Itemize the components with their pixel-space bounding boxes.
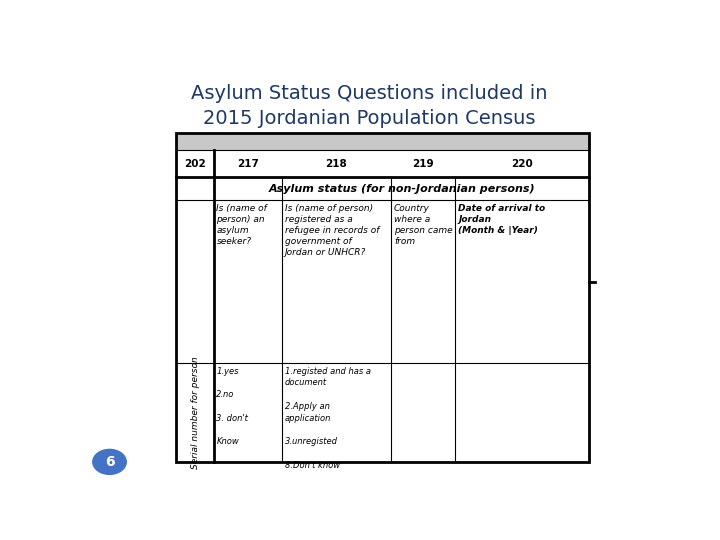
Text: Is (name of
person) an
asylum
seeker?: Is (name of person) an asylum seeker?	[217, 204, 267, 246]
Text: Asylum status (for non-Jordanian persons): Asylum status (for non-Jordanian persons…	[269, 184, 535, 193]
Text: Serial number for person: Serial number for person	[191, 356, 199, 469]
Text: 1.yes

2.no

3. don't

Know: 1.yes 2.no 3. don't Know	[217, 367, 248, 447]
Bar	[176, 150, 590, 462]
Text: 220: 220	[511, 159, 534, 168]
Bar	[176, 133, 590, 462]
Text: Date of arrival to
Jordan
(Month & |Year): Date of arrival to Jordan (Month & |Year…	[458, 204, 545, 235]
Text: 202: 202	[184, 159, 206, 168]
Text: Country
where a
person came
from: Country where a person came from	[394, 204, 453, 246]
Text: 218: 218	[325, 159, 347, 168]
Text: 6: 6	[104, 455, 114, 469]
Text: 219: 219	[413, 159, 434, 168]
Bar	[176, 133, 590, 150]
Text: 1.registed and has a
document

2.Apply an
application

3.unregisted

8.Don't kno: 1.registed and has a document 2.Apply an…	[284, 367, 371, 470]
Text: Asylum Status Questions included in
2015 Jordanian Population Census: Asylum Status Questions included in 2015…	[191, 84, 547, 127]
Text: 217: 217	[237, 159, 258, 168]
Text: Is (name of person)
registered as a
refugee in records of
government of
Jordan o: Is (name of person) registered as a refu…	[284, 204, 379, 258]
Circle shape	[93, 449, 126, 474]
